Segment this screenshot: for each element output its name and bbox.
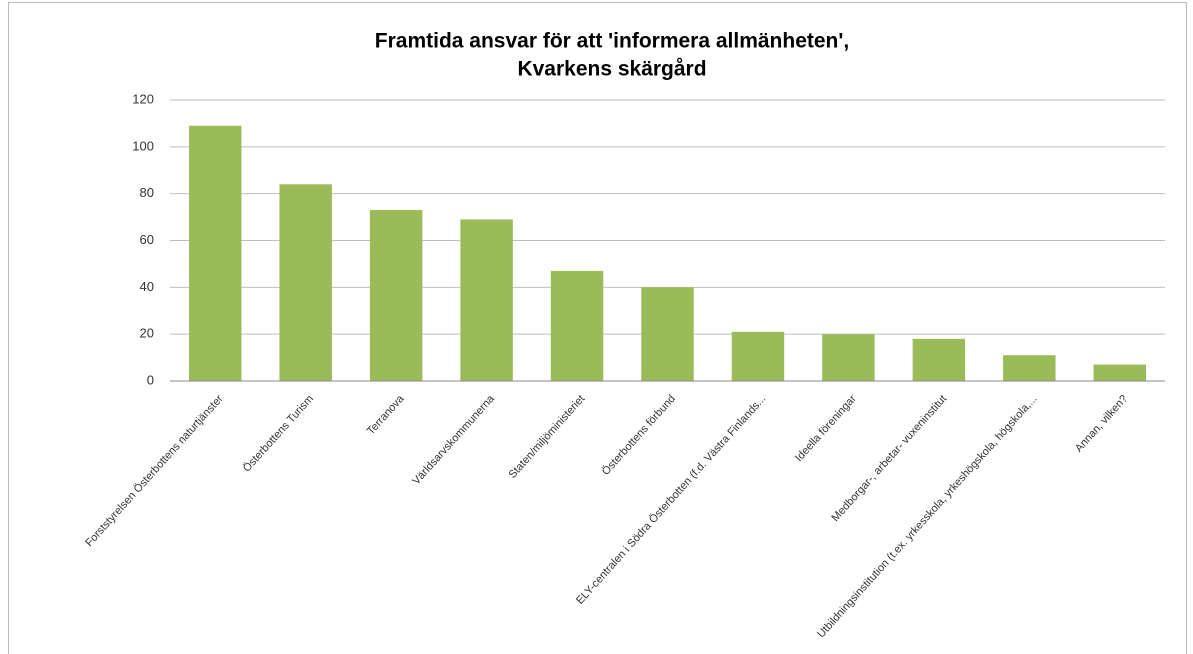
bar	[188, 125, 242, 381]
y-tick-label: 120	[132, 91, 154, 106]
y-tick-label: 0	[147, 372, 154, 387]
y-tick-label: 100	[132, 138, 154, 153]
chart-frame	[8, 2, 1187, 654]
chart-title: Kvarkens skärgård	[517, 58, 706, 81]
y-tick-label: 20	[140, 326, 154, 341]
x-tick-label: Ideella föreningar	[793, 393, 859, 464]
x-tick-label: Utbildningsinstitution (t.ex. yrkesskola…	[815, 393, 1040, 640]
bar	[1003, 355, 1056, 381]
x-tick-label: Världsarvskommunerna	[410, 392, 497, 487]
x-tick-label: ELY-centralen i Södra Österbotten (f.d. …	[574, 393, 768, 607]
x-tick-label: Annan, vilken?	[1073, 393, 1130, 455]
bar	[460, 219, 513, 381]
bar	[279, 184, 332, 381]
x-tick-label: Staten/miljöministeriet	[507, 393, 588, 481]
bar	[912, 338, 966, 381]
y-tick-label: 40	[140, 279, 154, 294]
x-tick-label: Österbottens Turism	[241, 393, 316, 475]
bar	[550, 270, 604, 381]
y-tick-label: 80	[140, 185, 154, 200]
chart-title: Framtida ansvar för att 'informera allmä…	[375, 30, 849, 53]
x-tick-label: Österbottens förbund	[600, 393, 678, 478]
bar	[1093, 364, 1147, 381]
x-tick-label: Terranova	[365, 392, 407, 437]
bar	[822, 334, 875, 381]
y-tick-label: 60	[140, 232, 154, 247]
bar	[641, 287, 694, 381]
bar	[731, 331, 785, 381]
x-tick-label: Forststyrelsen Österbottens naturtjänste…	[83, 393, 226, 549]
bar	[369, 210, 423, 381]
